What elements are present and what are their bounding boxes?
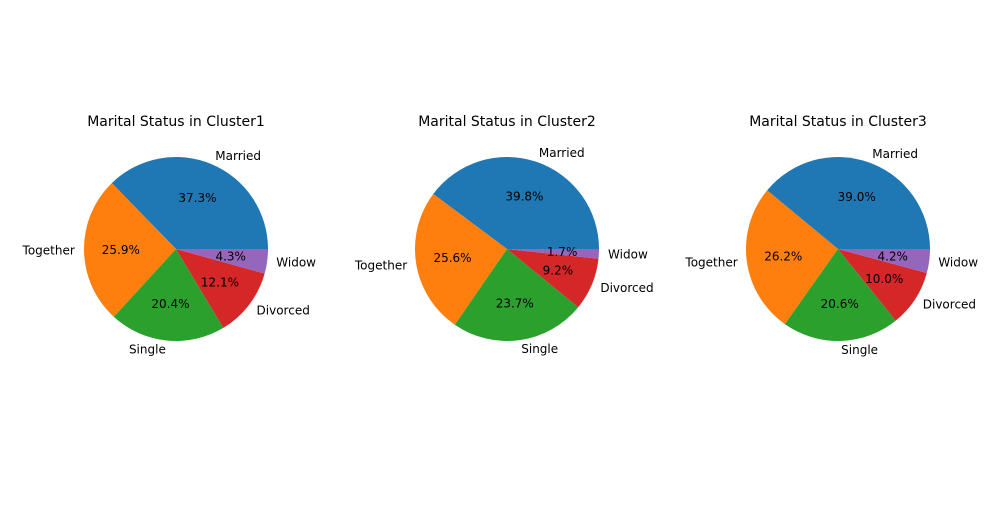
pie-slice-divorced [507, 249, 599, 308]
slice-percent-together: 26.2% [764, 249, 802, 263]
slice-label-married: Married [215, 149, 261, 163]
pie-slice-together [415, 193, 507, 325]
chart-title: Marital Status in Cluster1 [87, 114, 265, 130]
slice-label-single: Single [129, 343, 166, 357]
slice-percent-together: 25.9% [102, 243, 140, 257]
pie-slice-single [113, 249, 224, 341]
slice-label-married: Married [872, 147, 918, 161]
slice-label-married: Married [539, 146, 585, 160]
slice-percent-divorced: 9.2% [543, 263, 574, 277]
slice-percent-divorced: 12.1% [201, 275, 239, 289]
slice-label-widow: Widow [938, 255, 978, 269]
slice-percent-married: 37.3% [178, 191, 216, 205]
chart-title: Marital Status in Cluster3 [749, 114, 927, 130]
pie-chart-2: Marital Status in Cluster2 Married 39.8% To… [354, 114, 654, 356]
slice-label-single: Single [841, 343, 878, 357]
slice-label-divorced: Divorced [257, 303, 310, 317]
slice-label-widow: Widow [608, 247, 648, 261]
slice-percent-married: 39.0% [838, 190, 876, 204]
pie-slice-together [83, 183, 176, 317]
pie-slice-married [111, 156, 269, 249]
slice-label-divorced: Divorced [600, 281, 653, 295]
slice-percent-divorced: 10.0% [865, 272, 903, 286]
chart-title: Marital Status in Cluster2 [418, 114, 596, 130]
slice-percent-widow: 1.7% [547, 245, 578, 259]
pie-slice-widow [176, 249, 268, 274]
pie-slice-married [433, 157, 599, 249]
slice-percent-single: 20.4% [151, 297, 189, 311]
pie-slice-widow [838, 249, 930, 273]
slice-percent-single: 20.6% [821, 297, 859, 311]
slice-label-together: Together [684, 255, 737, 269]
pie-slice-divorced [838, 249, 927, 321]
slice-percent-single: 23.7% [496, 297, 534, 311]
pie-slice-single [784, 249, 896, 342]
pie-slice-married [767, 156, 930, 249]
pie-slice-single [454, 249, 579, 341]
pie-slice-widow [507, 249, 599, 259]
slice-label-widow: Widow [276, 256, 316, 270]
pie-slice-divorced [176, 249, 265, 328]
slice-label-single: Single [521, 342, 558, 356]
slice-percent-together: 25.6% [433, 251, 471, 265]
pie-chart-1: Marital Status in Cluster1 Married 37.3% To… [22, 114, 317, 357]
slice-percent-married: 39.8% [505, 190, 543, 204]
slice-label-together: Together [354, 258, 407, 272]
slice-label-divorced: Divorced [923, 297, 976, 311]
slice-percent-widow: 4.2% [877, 249, 908, 263]
slice-label-together: Together [22, 244, 75, 258]
pie-slice-together [746, 190, 838, 325]
slice-percent-widow: 4.3% [215, 249, 246, 263]
pie-chart-3: Marital Status in Cluster3 Married 39.0% To… [684, 114, 978, 357]
